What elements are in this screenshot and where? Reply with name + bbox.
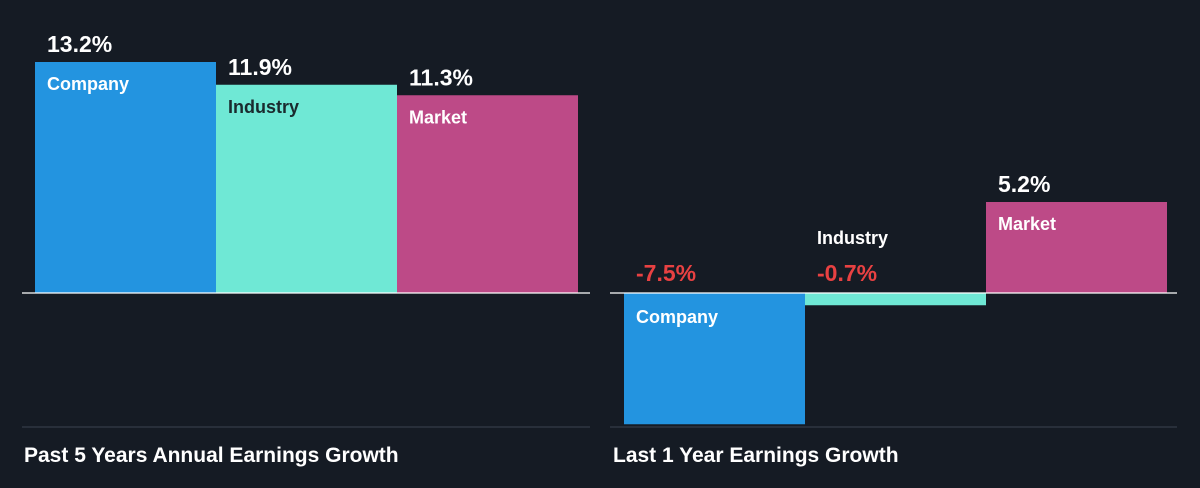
last-1-year-title: Last 1 Year Earnings Growth bbox=[613, 444, 899, 467]
past-5-years-category-label-market: Market bbox=[409, 107, 467, 127]
past-5-years-bar-industry bbox=[216, 84, 397, 293]
past-5-years-bar-market bbox=[397, 95, 578, 293]
last-1-year-value-label-company: -7.5% bbox=[636, 260, 696, 286]
past-5-years-bar-company bbox=[35, 62, 216, 293]
past-5-years-category-label-company: Company bbox=[47, 74, 129, 94]
past-5-years-category-label-industry: Industry bbox=[228, 97, 299, 117]
past-5-years-panel: Company 13.2% Industry 11.9% Market 11.3% bbox=[22, 31, 590, 428]
last-1-year-value-label-market: 5.2% bbox=[998, 171, 1050, 197]
past-5-years-title: Past 5 Years Annual Earnings Growth bbox=[24, 444, 399, 467]
last-1-year-bar-market bbox=[986, 202, 1167, 293]
last-1-year-panel: Company -7.5% Industry -0.7% Market 5.2% bbox=[610, 171, 1177, 428]
last-1-year-category-label-market: Market bbox=[998, 214, 1056, 234]
last-1-year-value-label-industry: -0.7% bbox=[817, 260, 877, 286]
last-1-year-category-label-industry: Industry bbox=[817, 228, 888, 248]
last-1-year-category-label-company: Company bbox=[636, 307, 718, 327]
past-5-years-value-label-industry: 11.9% bbox=[228, 54, 292, 80]
past-5-years-value-label-market: 11.3% bbox=[409, 64, 473, 90]
past-5-years-value-label-company: 13.2% bbox=[47, 31, 112, 57]
last-1-year-bar-company bbox=[624, 293, 805, 425]
last-1-year-bar-industry bbox=[805, 293, 986, 306]
